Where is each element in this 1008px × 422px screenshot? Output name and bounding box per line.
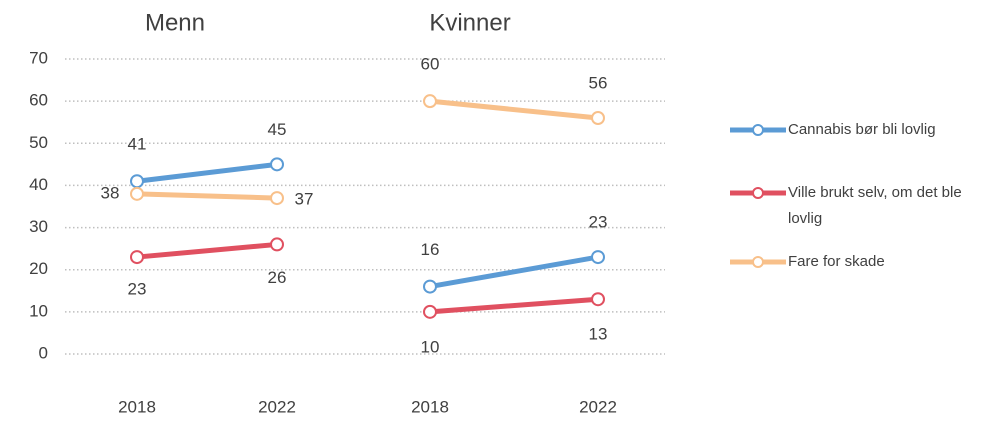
y-tick-label: 50 (29, 133, 48, 152)
panel-title: Menn (145, 9, 205, 36)
point-marker (130, 174, 144, 189)
point-marker (130, 250, 144, 265)
series-line (427, 98, 601, 121)
point-marker (270, 237, 284, 252)
x-tick-label: 2022 (258, 397, 296, 416)
y-tick-label: 70 (29, 48, 48, 67)
y-tick-label: 20 (29, 259, 48, 278)
y-tick-label: 10 (29, 301, 48, 320)
legend-marker (752, 187, 764, 199)
data-label: 16 (421, 240, 440, 259)
data-label: 38 (101, 183, 120, 202)
data-label: 10 (421, 337, 440, 356)
y-tick-label: 40 (29, 175, 48, 194)
x-tick-label: 2018 (118, 397, 156, 416)
data-label: 23 (589, 213, 608, 232)
series-line (427, 254, 601, 290)
point-marker (591, 250, 605, 265)
series-line (134, 241, 280, 260)
point-marker (591, 111, 605, 125)
data-label: 26 (268, 268, 287, 287)
series-line (134, 191, 280, 201)
legend-label: Fare for skade (788, 253, 885, 270)
data-label: 56 (589, 73, 608, 92)
data-label: 23 (128, 280, 147, 299)
series-line (134, 161, 280, 184)
point-marker (423, 279, 437, 294)
x-tick-label: 2022 (579, 397, 617, 416)
data-label: 37 (295, 190, 314, 209)
data-label: 41 (128, 135, 147, 154)
legend-marker (752, 124, 764, 136)
legend-label: Cannabis bør bli lovlig (788, 121, 936, 138)
y-tick-label: 60 (29, 91, 48, 110)
legend-marker (752, 256, 764, 268)
point-marker (130, 186, 144, 201)
panel-title: Kvinner (429, 9, 510, 36)
point-marker (270, 157, 284, 172)
y-tick-label: 30 (29, 217, 48, 236)
point-marker (591, 292, 605, 307)
series-line (427, 296, 601, 315)
point-marker (423, 304, 437, 319)
legend-label: Ville brukt selv, om det ble lovlig (788, 184, 962, 227)
y-tick-label: 0 (39, 343, 48, 362)
x-tick-label: 2018 (411, 397, 449, 416)
data-label: 60 (421, 55, 440, 74)
data-label: 13 (589, 325, 608, 344)
point-marker (270, 191, 284, 206)
point-marker (423, 94, 437, 109)
data-label: 45 (268, 120, 287, 139)
